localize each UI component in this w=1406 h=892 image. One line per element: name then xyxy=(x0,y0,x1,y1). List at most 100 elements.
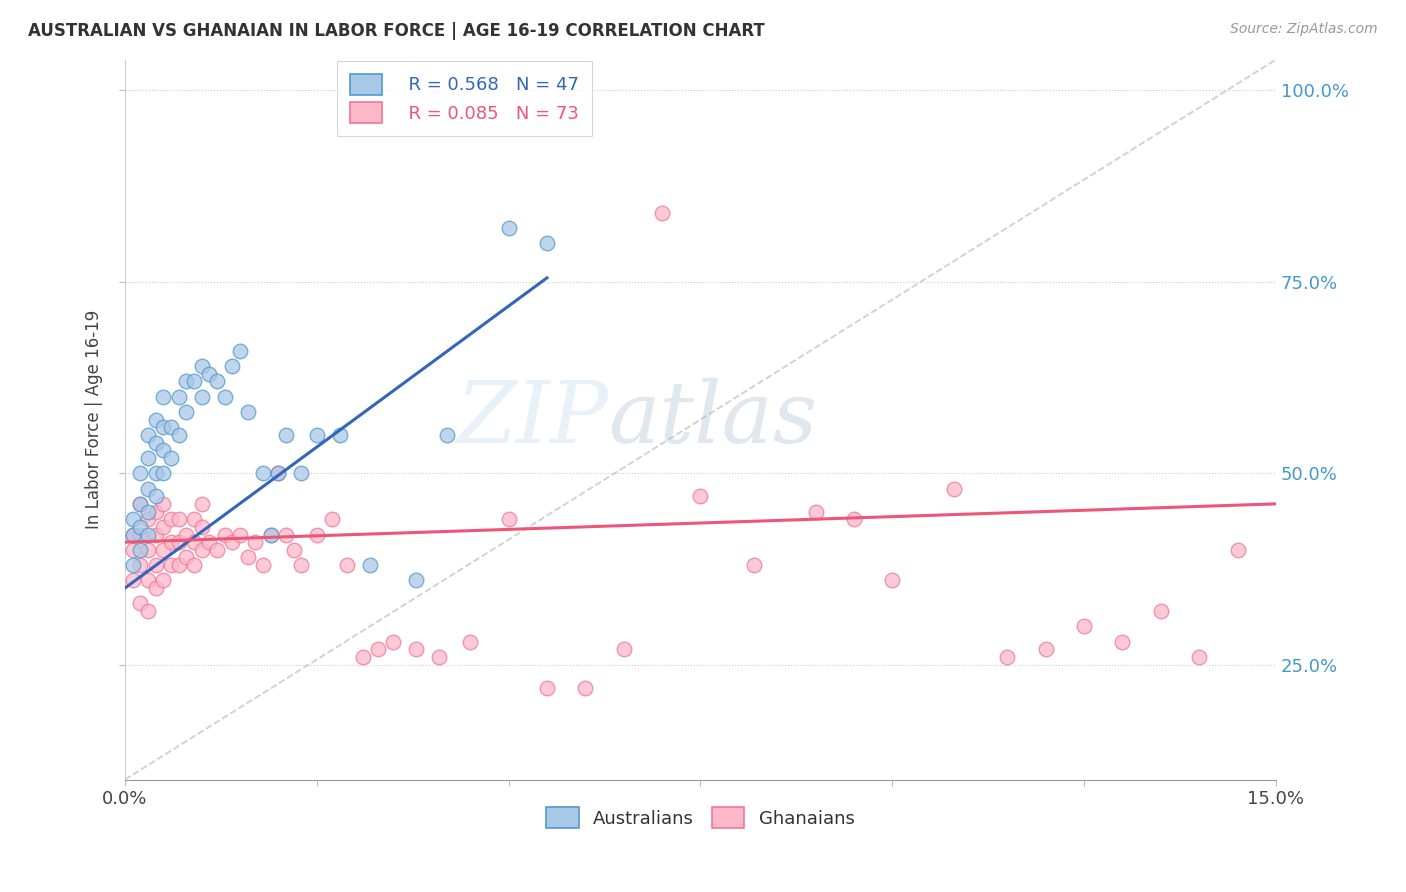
Point xyxy=(129,497,152,511)
Point xyxy=(229,343,252,358)
Point xyxy=(274,527,297,541)
Point xyxy=(236,405,259,419)
Point xyxy=(259,527,281,541)
Point xyxy=(198,367,221,381)
Point xyxy=(136,604,159,618)
Point xyxy=(136,504,159,518)
Point xyxy=(145,467,167,481)
Point xyxy=(321,512,343,526)
Point xyxy=(136,428,159,442)
Point xyxy=(167,428,190,442)
Point xyxy=(121,558,143,573)
Point xyxy=(152,574,174,588)
Text: Source: ZipAtlas.com: Source: ZipAtlas.com xyxy=(1230,22,1378,37)
Point xyxy=(214,390,236,404)
Point xyxy=(405,642,427,657)
Point xyxy=(305,527,328,541)
Point xyxy=(1035,642,1057,657)
Point xyxy=(174,527,197,541)
Point xyxy=(267,467,290,481)
Point xyxy=(136,527,159,541)
Point xyxy=(183,535,205,549)
Point xyxy=(152,497,174,511)
Point xyxy=(160,420,183,434)
Point xyxy=(842,512,865,526)
Point xyxy=(121,542,143,557)
Point xyxy=(190,359,212,373)
Point xyxy=(167,390,190,404)
Point xyxy=(136,574,159,588)
Point xyxy=(205,542,228,557)
Point xyxy=(152,390,174,404)
Point xyxy=(283,542,305,557)
Point xyxy=(145,558,167,573)
Point xyxy=(245,535,267,549)
Point xyxy=(121,574,143,588)
Text: ZIP: ZIP xyxy=(457,378,609,461)
Point xyxy=(183,558,205,573)
Point xyxy=(190,497,212,511)
Point xyxy=(129,520,152,534)
Point xyxy=(121,512,143,526)
Point xyxy=(613,642,636,657)
Point xyxy=(121,527,143,541)
Point xyxy=(198,535,221,549)
Point xyxy=(183,374,205,388)
Point xyxy=(252,558,274,573)
Point xyxy=(160,535,183,549)
Point xyxy=(152,467,174,481)
Point xyxy=(136,512,159,526)
Point xyxy=(190,520,212,534)
Point xyxy=(1226,542,1249,557)
Point xyxy=(145,489,167,503)
Point xyxy=(129,558,152,573)
Point xyxy=(160,450,183,465)
Point xyxy=(174,550,197,565)
Point xyxy=(942,482,965,496)
Point xyxy=(174,374,197,388)
Point xyxy=(436,428,458,442)
Point xyxy=(167,512,190,526)
Point xyxy=(145,435,167,450)
Point xyxy=(160,558,183,573)
Point xyxy=(121,527,143,541)
Point xyxy=(145,504,167,518)
Point xyxy=(290,558,312,573)
Point xyxy=(336,558,359,573)
Point xyxy=(689,489,711,503)
Point xyxy=(290,467,312,481)
Legend: Australians, Ghanaians: Australians, Ghanaians xyxy=(538,800,862,836)
Point xyxy=(382,634,405,648)
Point xyxy=(574,681,596,695)
Point xyxy=(160,512,183,526)
Point xyxy=(329,428,352,442)
Point xyxy=(145,527,167,541)
Point xyxy=(129,527,152,541)
Point xyxy=(267,467,290,481)
Point xyxy=(205,374,228,388)
Point xyxy=(995,650,1018,665)
Point xyxy=(259,527,281,541)
Point xyxy=(236,550,259,565)
Point xyxy=(214,527,236,541)
Point xyxy=(1188,650,1211,665)
Text: atlas: atlas xyxy=(609,378,817,461)
Point xyxy=(429,650,451,665)
Point xyxy=(1111,634,1133,648)
Point xyxy=(190,390,212,404)
Point xyxy=(167,558,190,573)
Point xyxy=(129,467,152,481)
Point xyxy=(145,412,167,426)
Point xyxy=(498,512,520,526)
Point xyxy=(359,558,381,573)
Point xyxy=(174,405,197,419)
Point xyxy=(252,467,274,481)
Point xyxy=(136,450,159,465)
Point xyxy=(167,535,190,549)
Point xyxy=(129,542,152,557)
Point xyxy=(367,642,389,657)
Point xyxy=(145,581,167,595)
Point xyxy=(305,428,328,442)
Point xyxy=(183,512,205,526)
Point xyxy=(129,597,152,611)
